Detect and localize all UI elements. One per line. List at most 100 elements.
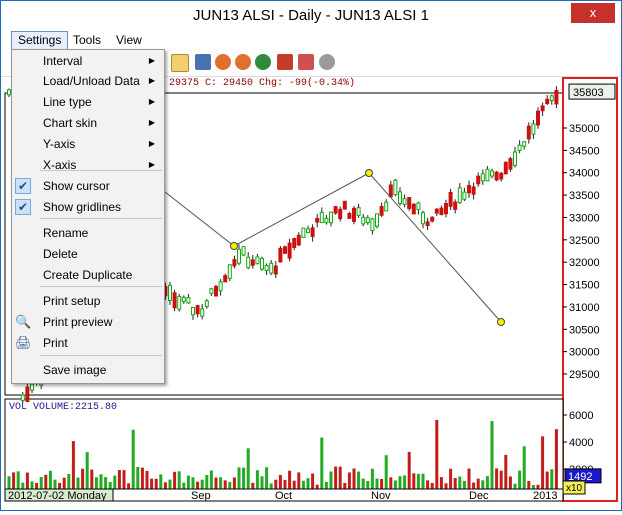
candle-up xyxy=(209,288,214,294)
volume-bar xyxy=(324,481,328,490)
candle-down xyxy=(407,197,412,209)
edit-icon[interactable] xyxy=(171,54,189,72)
volume-bar xyxy=(554,429,558,490)
volume-bar xyxy=(389,477,393,490)
candle-up xyxy=(522,141,527,147)
volume-bar xyxy=(85,452,89,490)
candle-up xyxy=(324,217,329,224)
candle-down xyxy=(411,203,416,215)
candle-down xyxy=(425,221,430,227)
candle-up xyxy=(370,218,375,232)
candle-up xyxy=(177,296,182,310)
printer-icon: 🖨 xyxy=(15,335,32,350)
menu-item-print-setup[interactable]: Print setup xyxy=(12,291,164,311)
price-tick-label: 29500 xyxy=(569,369,600,381)
trend-handle xyxy=(497,318,505,326)
close-button[interactable]: x xyxy=(571,3,615,23)
volume-bar xyxy=(278,474,282,490)
menu-item-rename[interactable]: Rename xyxy=(12,223,164,243)
zoom-in-icon[interactable] xyxy=(215,54,231,70)
undo-icon[interactable] xyxy=(319,54,335,70)
candle-down xyxy=(503,161,508,175)
menu-settings[interactable]: Settings xyxy=(11,31,69,51)
menu-item-chart-skin[interactable]: Chart skin ▶ xyxy=(12,113,164,133)
title-bar[interactable]: JUN13 ALSI - Daily - JUN13 ALSI 1 x xyxy=(1,1,621,30)
menu-item-label: Print setup xyxy=(43,294,101,308)
arrows-icon[interactable] xyxy=(277,54,293,70)
menu-item-label: Line type xyxy=(43,95,92,109)
volume-bar xyxy=(513,483,517,490)
volume-bar xyxy=(205,475,209,490)
volume-bar xyxy=(237,467,241,490)
menu-bar: Settings Tools View xyxy=(1,30,621,51)
candle-up xyxy=(485,168,490,182)
menu-item-save-image[interactable]: Save image xyxy=(12,360,164,380)
candle-up xyxy=(260,257,264,270)
volume-bar xyxy=(255,470,259,490)
price-tick-label: 32500 xyxy=(569,235,600,247)
volume-bar xyxy=(39,477,43,490)
volume-bar xyxy=(458,476,462,490)
candle-up xyxy=(480,173,485,182)
candle-up xyxy=(393,179,398,196)
submenu-arrow-icon: ▶ xyxy=(148,160,155,169)
candle-down xyxy=(444,203,448,215)
candle-up xyxy=(30,383,34,391)
volume-bar xyxy=(62,477,66,490)
menu-item-x-axis[interactable]: X-axis ▶ xyxy=(12,155,164,175)
menu-tools[interactable]: Tools xyxy=(73,33,102,47)
volume-bar xyxy=(283,479,287,490)
candle-down xyxy=(342,200,347,210)
menu-item-load-unload-data[interactable]: Load/Unload Data ▶ xyxy=(12,71,164,91)
menu-item-show-gridlines[interactable]: Show gridlines ✔ xyxy=(12,197,164,217)
menu-item-create-duplicate[interactable]: Create Duplicate xyxy=(12,265,164,285)
menu-item-interval[interactable]: Interval ▶ xyxy=(12,51,164,71)
candle-down xyxy=(273,265,278,275)
volume-bar xyxy=(435,419,439,490)
ohlc-info: 29375 C: 29450 Chg: -99(-0.34%) xyxy=(1,77,561,90)
candle-up xyxy=(237,248,241,264)
volume-bar xyxy=(196,481,200,490)
volume-bar xyxy=(214,477,218,490)
volume-bar xyxy=(265,467,269,490)
menu-item-label: Rename xyxy=(43,226,89,240)
price-tick-label: 34500 xyxy=(569,145,600,157)
menu-item-show-cursor[interactable]: Show cursor ✔ xyxy=(12,176,164,196)
volume-bar xyxy=(370,468,374,490)
zoom-out-icon[interactable] xyxy=(235,54,251,70)
cut-icon[interactable] xyxy=(298,54,314,70)
volume-bar xyxy=(242,467,246,490)
candle-down xyxy=(434,208,439,214)
price-tick-label: 33000 xyxy=(569,212,600,224)
menu-item-print[interactable]: Print 🖨 xyxy=(12,333,164,353)
volume-bar xyxy=(315,484,319,490)
volume-bar xyxy=(127,483,131,490)
x-month-label: Oct xyxy=(275,490,292,502)
menu-item-delete[interactable]: Delete xyxy=(12,244,164,264)
volume-bar xyxy=(329,471,333,490)
menu-item-print-preview[interactable]: Print preview 🔍 xyxy=(12,312,164,332)
menu-item-line-type[interactable]: Line type ▶ xyxy=(12,92,164,112)
volume-bar xyxy=(53,479,57,490)
candle-up xyxy=(246,256,251,269)
volume-bar xyxy=(522,446,526,490)
candle-up xyxy=(186,297,191,304)
candle-up xyxy=(227,264,232,279)
candle-down xyxy=(310,227,315,237)
volume-bar xyxy=(495,468,499,490)
menu-view[interactable]: View xyxy=(116,33,142,47)
candle-down xyxy=(214,285,218,297)
volume-bar xyxy=(426,480,430,490)
volume-bar xyxy=(12,472,16,490)
menu-item-y-axis[interactable]: Y-axis ▶ xyxy=(12,134,164,154)
volume-bar xyxy=(485,476,489,490)
table-icon[interactable] xyxy=(195,54,211,70)
volume-bar xyxy=(159,474,163,490)
x-month-label: Sep xyxy=(191,490,211,502)
candle-up xyxy=(20,394,25,401)
volume-bar xyxy=(334,466,338,490)
menu-item-label: Load/Unload Data xyxy=(43,74,140,88)
zoom-fit-icon[interactable] xyxy=(255,54,271,70)
x-start-box xyxy=(4,488,114,502)
